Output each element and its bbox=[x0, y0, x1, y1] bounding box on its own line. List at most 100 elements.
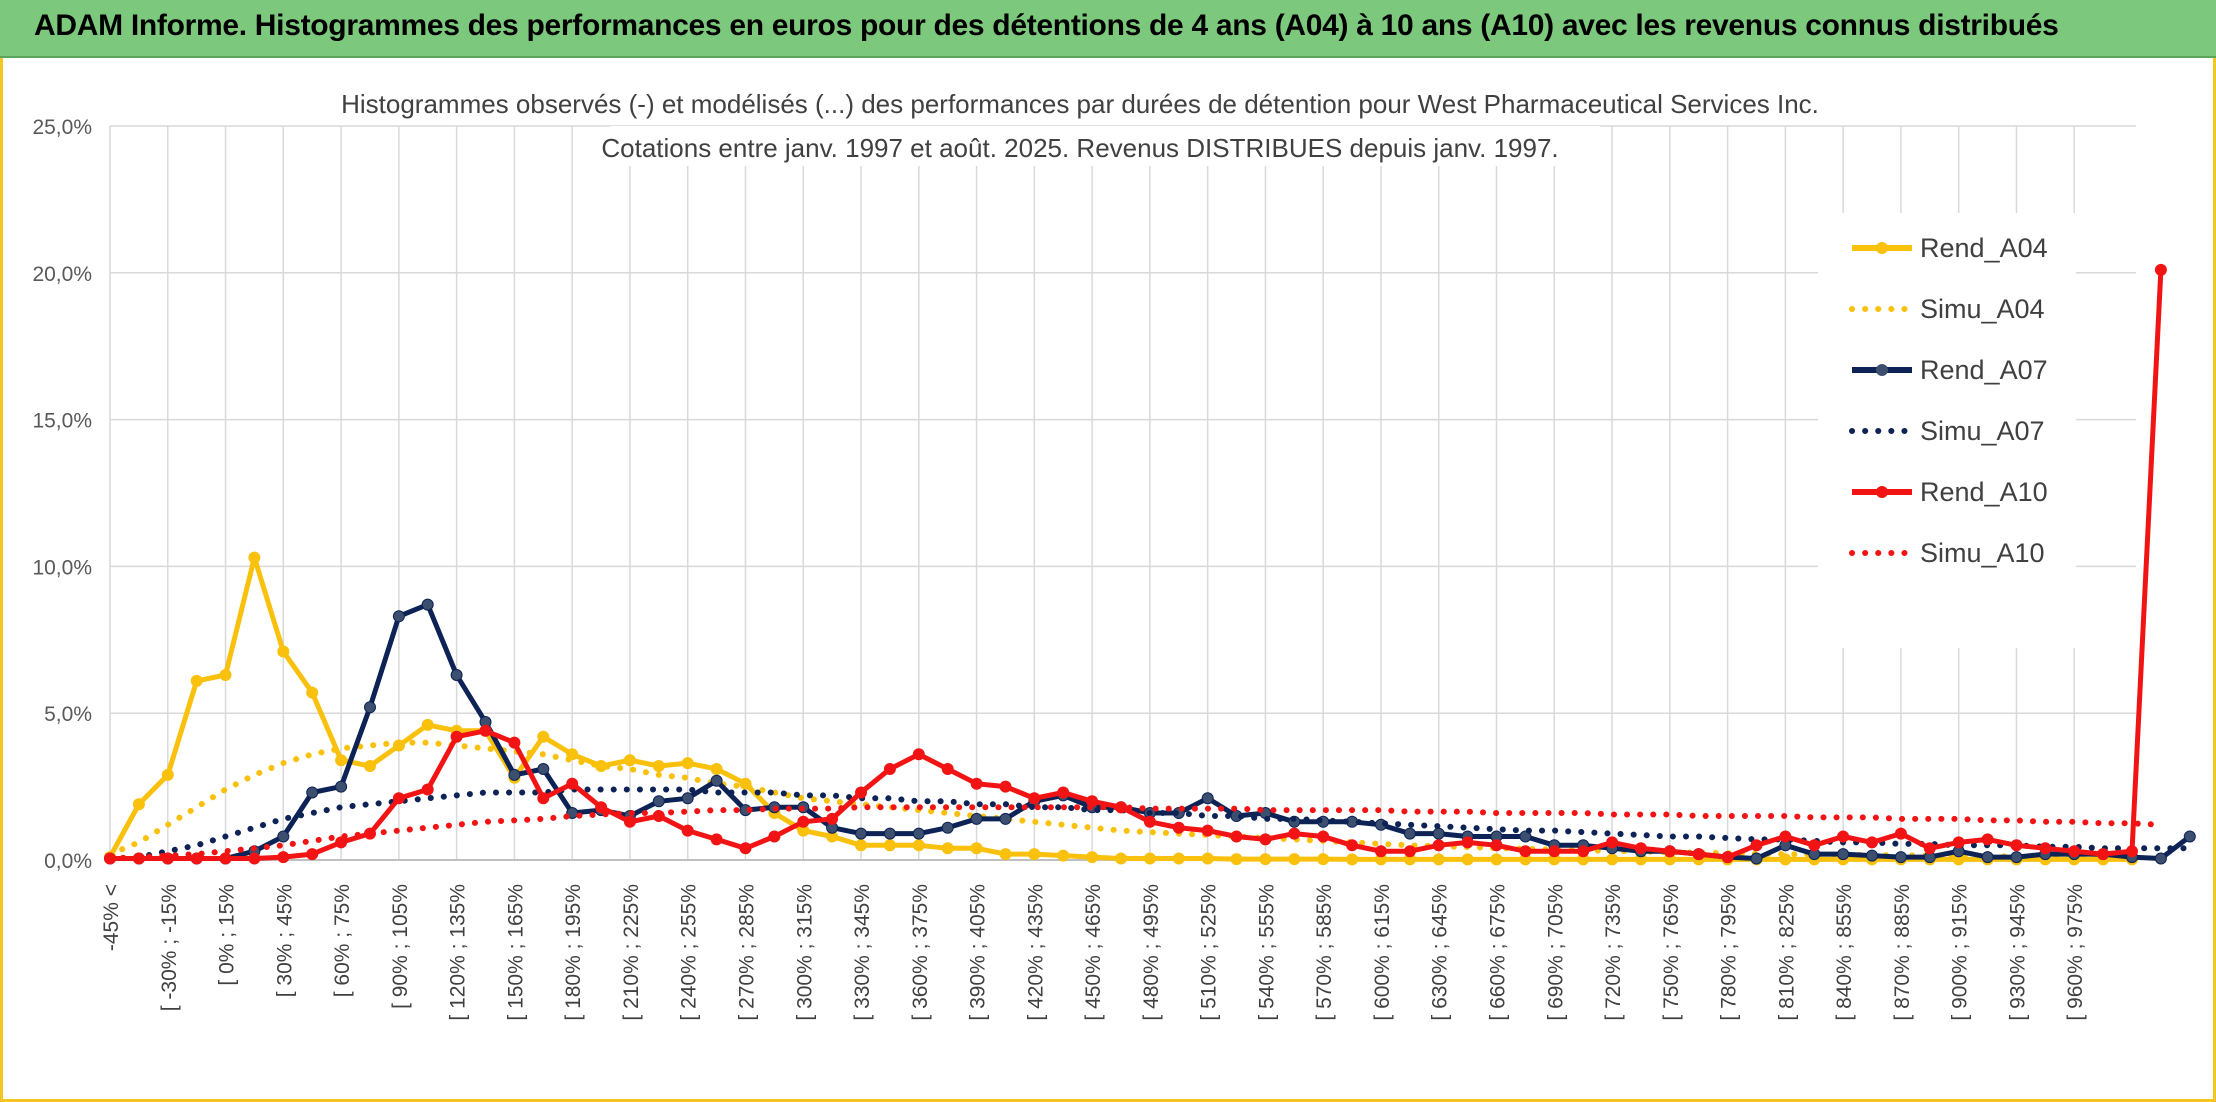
data-point-rend-a10 bbox=[912, 748, 925, 761]
data-point-rend-a10 bbox=[999, 780, 1012, 793]
data-point-rend-a07 bbox=[2183, 830, 2196, 843]
data-point-rend-a10 bbox=[797, 815, 810, 828]
data-point-rend-a10 bbox=[1692, 848, 1705, 861]
data-point-rend-a10 bbox=[1750, 839, 1763, 852]
data-point-rend-a07 bbox=[710, 774, 723, 787]
data-point-rend-a07 bbox=[1837, 848, 1850, 861]
data-point-rend-a10 bbox=[2154, 263, 2167, 276]
data-point-rend-a10 bbox=[1808, 839, 1821, 852]
data-point-rend-a04 bbox=[623, 754, 636, 767]
chart-title-block: Histogrammes observés (-) et modélisés (… bbox=[340, 82, 1820, 166]
data-point-rend-a04 bbox=[190, 674, 203, 687]
data-point-rend-a04 bbox=[883, 839, 896, 852]
data-point-rend-a10 bbox=[941, 763, 954, 775]
x-tick-label: [ 960% ; 975% bbox=[2064, 884, 2087, 1021]
data-point-rend-a07 bbox=[970, 812, 983, 825]
series-line-simu-a10 bbox=[107, 804, 2164, 862]
data-point-rend-a04 bbox=[941, 842, 954, 855]
data-point-rend-a04 bbox=[335, 754, 348, 767]
data-point-rend-a10 bbox=[306, 848, 319, 861]
series-line-simu-a04 bbox=[107, 739, 2135, 861]
data-point-rend-a07 bbox=[941, 821, 954, 834]
legend-label-rend-a04: Rend_A04 bbox=[1920, 233, 2048, 263]
data-point-rend-a07 bbox=[883, 827, 896, 840]
data-point-rend-a10 bbox=[826, 812, 839, 825]
data-point-rend-a10 bbox=[623, 815, 636, 828]
data-point-rend-a10 bbox=[1577, 845, 1590, 858]
data-point-rend-a07 bbox=[1403, 827, 1416, 840]
y-tick-label: 5,0% bbox=[44, 703, 92, 726]
data-point-rend-a07 bbox=[508, 768, 521, 781]
x-tick-label: [ 30% ; 45% bbox=[273, 884, 296, 997]
data-point-rend-a10 bbox=[508, 736, 521, 749]
x-tick-label: [ 480% ; 495% bbox=[1140, 884, 1163, 1021]
data-point-rend-a04 bbox=[1461, 853, 1474, 866]
data-point-rend-a10 bbox=[1259, 833, 1272, 846]
legend-marker-rend-a07 bbox=[1876, 364, 1888, 376]
data-point-rend-a10 bbox=[768, 830, 781, 843]
legend-label-rend-a07: Rend_A07 bbox=[1920, 355, 2048, 385]
x-tick-label: [ 390% ; 405% bbox=[967, 884, 990, 1021]
data-point-rend-a07 bbox=[537, 763, 550, 775]
data-point-rend-a04 bbox=[1346, 853, 1359, 866]
x-tick-label: [ 0% ; 15% bbox=[216, 884, 239, 986]
header-bar: ADAM Informe. Histogrammes des performan… bbox=[0, 0, 2216, 58]
data-point-rend-a04 bbox=[1143, 852, 1156, 865]
data-point-rend-a04 bbox=[277, 645, 290, 658]
data-point-rend-a10 bbox=[710, 833, 723, 846]
data-point-rend-a10 bbox=[2126, 845, 2138, 858]
data-point-rend-a10 bbox=[1432, 839, 1445, 852]
data-point-rend-a10 bbox=[1346, 839, 1359, 852]
x-tick-label: [ 570% ; 585% bbox=[1313, 884, 1336, 1021]
legend-marker-rend-a04 bbox=[1876, 242, 1888, 254]
data-point-rend-a10 bbox=[190, 852, 203, 865]
data-point-rend-a10 bbox=[1721, 851, 1734, 864]
data-point-rend-a04 bbox=[1606, 853, 1619, 866]
x-tick-label: [ 210% ; 225% bbox=[620, 884, 643, 1021]
subtitle-background bbox=[610, 126, 1600, 166]
data-point-rend-a10 bbox=[855, 786, 867, 799]
data-point-rend-a07 bbox=[2010, 851, 2023, 864]
data-point-rend-a10 bbox=[450, 730, 463, 743]
data-point-rend-a10 bbox=[219, 852, 232, 865]
data-point-rend-a04 bbox=[681, 757, 694, 770]
data-point-rend-a04 bbox=[537, 730, 550, 743]
page-title: ADAM Informe. Histogrammes des performan… bbox=[34, 9, 2059, 42]
data-point-rend-a10 bbox=[1837, 830, 1850, 843]
x-tick-label: [ 180% ; 195% bbox=[562, 884, 585, 1021]
x-tick-label: [ 270% ; 285% bbox=[735, 884, 758, 1021]
data-point-rend-a10 bbox=[1375, 845, 1387, 858]
data-point-rend-a10 bbox=[1663, 845, 1676, 858]
x-tick-label: [ 840% ; 855% bbox=[1833, 884, 1856, 1021]
data-point-rend-a10 bbox=[2068, 845, 2081, 858]
data-point-rend-a07 bbox=[392, 610, 405, 623]
data-point-rend-a07 bbox=[999, 812, 1012, 825]
x-tick-label: [ 630% ; 645% bbox=[1429, 884, 1452, 1021]
title-background bbox=[340, 82, 1820, 122]
data-point-rend-a07 bbox=[335, 780, 348, 793]
data-point-rend-a07 bbox=[1519, 830, 1532, 843]
data-point-rend-a04 bbox=[1490, 853, 1503, 866]
data-point-rend-a10 bbox=[1894, 827, 1907, 840]
data-point-rend-a04 bbox=[132, 798, 145, 811]
x-tick-label: [ -30% ; -15% bbox=[158, 884, 181, 1011]
data-point-rend-a04 bbox=[1057, 849, 1070, 862]
x-tick-label: [ 60% ; 75% bbox=[331, 884, 354, 997]
data-point-rend-a07 bbox=[855, 827, 867, 840]
data-point-rend-a10 bbox=[479, 724, 492, 737]
data-point-rend-a10 bbox=[739, 842, 752, 855]
legend-label-rend-a10: Rend_A10 bbox=[1920, 477, 2048, 507]
data-point-rend-a07 bbox=[306, 786, 319, 799]
data-point-rend-a10 bbox=[681, 824, 694, 837]
data-point-rend-a10 bbox=[1288, 827, 1301, 840]
y-tick-label: 20,0% bbox=[32, 263, 92, 286]
data-point-rend-a10 bbox=[1634, 842, 1647, 855]
data-point-rend-a04 bbox=[1259, 853, 1272, 866]
x-tick-label: [ 540% ; 555% bbox=[1255, 884, 1278, 1021]
chart-title: Histogrammes observés (-) et modélisés (… bbox=[341, 89, 1819, 119]
data-point-rend-a04 bbox=[1028, 848, 1041, 861]
x-tick-label: [ 810% ; 825% bbox=[1775, 884, 1798, 1021]
data-point-rend-a10 bbox=[1461, 836, 1474, 849]
data-point-rend-a10 bbox=[1779, 830, 1792, 843]
